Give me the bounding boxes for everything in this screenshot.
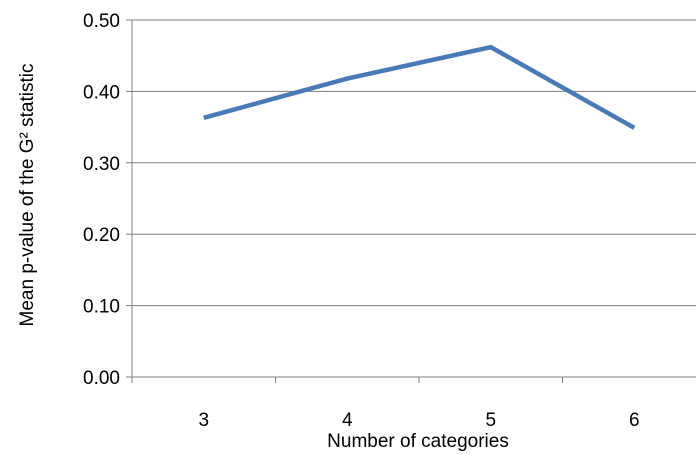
y-axis-title: Mean p-value of the G² statistic: [17, 64, 38, 327]
x-axis-title: Number of categories: [327, 431, 509, 452]
x-tick-label: 4: [342, 410, 353, 431]
y-tick-label: 0.00: [83, 368, 120, 389]
x-tick-label: 6: [629, 410, 640, 431]
x-tick-label: 3: [198, 410, 209, 431]
y-tick-labels: 0.00 0.10 0.20 0.30 0.40 0.50: [83, 11, 120, 389]
x-tick-labels: 3 4 5 6: [198, 410, 639, 431]
y-tick-label: 0.20: [83, 225, 120, 246]
axes: [131, 20, 696, 378]
y-tick-label: 0.40: [83, 82, 120, 103]
x-tick-marks: [131, 377, 563, 383]
x-tick-label: 5: [485, 410, 496, 431]
y-tick-label: 0.50: [83, 11, 120, 32]
series-line: [203, 44, 636, 130]
gridlines: [126, 19, 696, 378]
series-group: [203, 44, 636, 130]
y-tick-label: 0.10: [83, 297, 120, 318]
y-tick-label: 0.30: [83, 154, 120, 175]
